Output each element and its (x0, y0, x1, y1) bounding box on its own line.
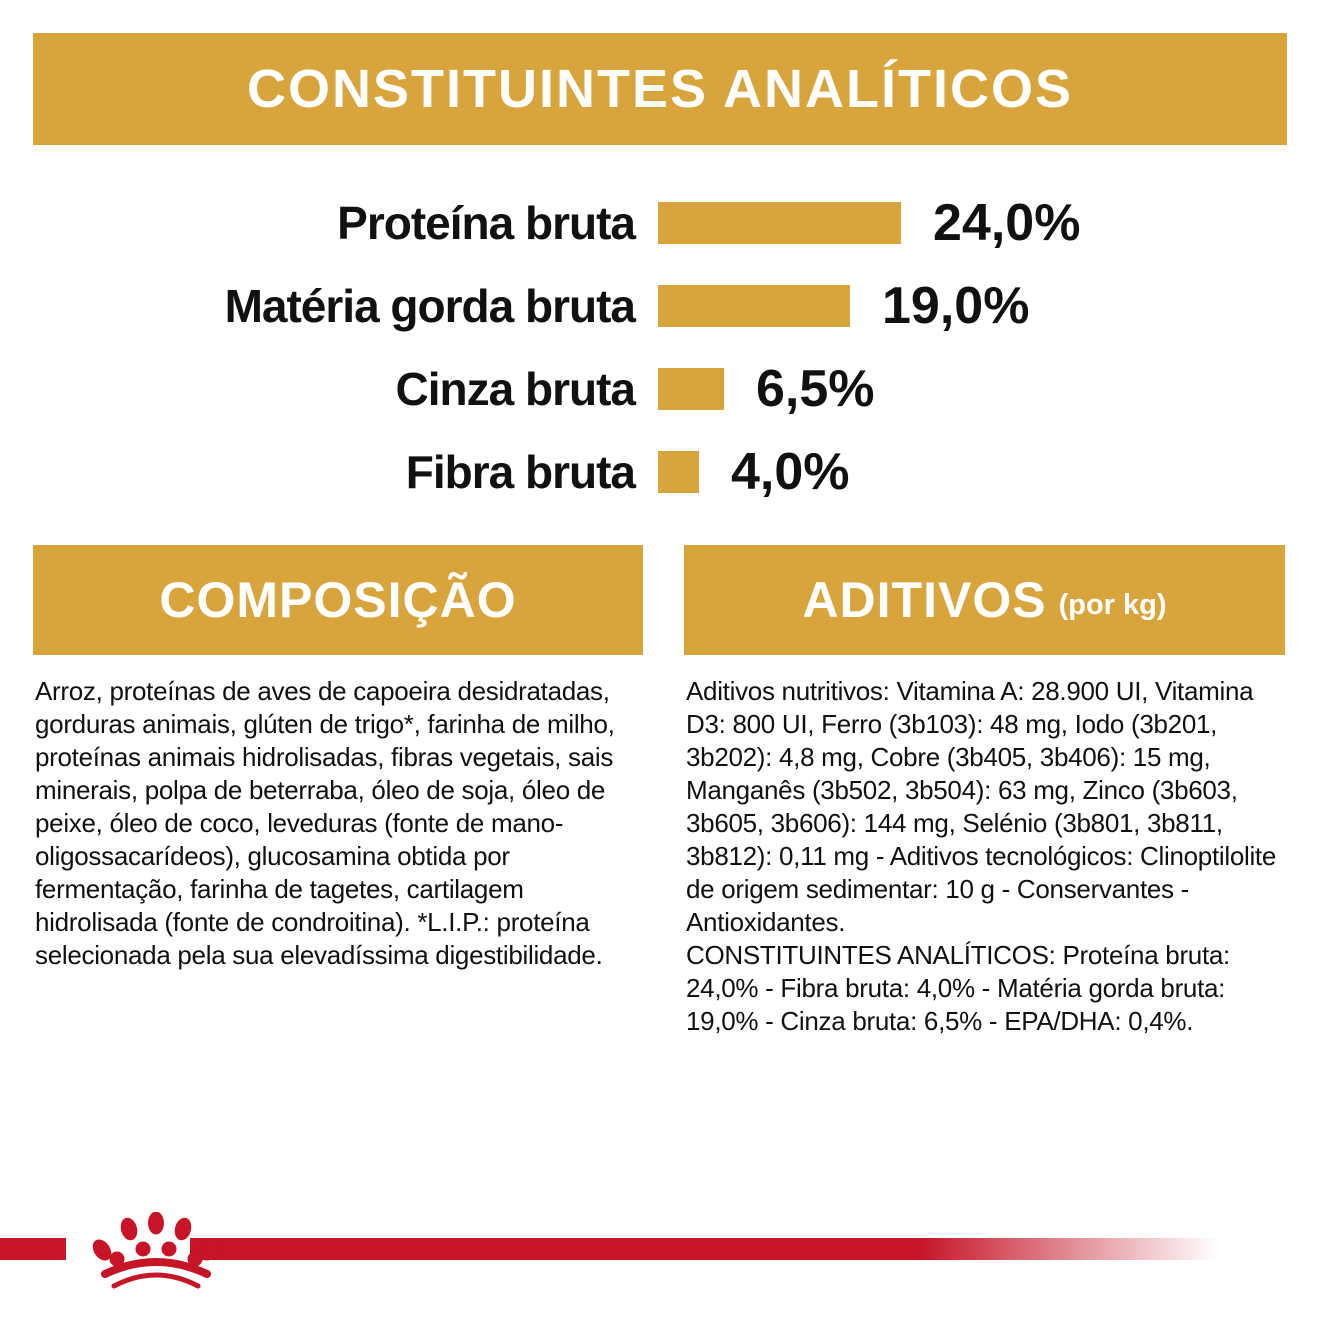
brand-stripe-left (0, 1238, 66, 1260)
bar-label: Cinza bruta (395, 362, 636, 415)
bar (658, 367, 724, 410)
analytical-constituents-chart: Proteína bruta 24,0% Matéria gorda bruta 19… (0, 181, 1320, 513)
composition-banner: COMPOSIÇÃO (33, 545, 643, 655)
bar-value: 19,0% (882, 276, 1030, 335)
bar (658, 450, 699, 493)
composition-title: COMPOSIÇÃO (159, 572, 517, 628)
bar-value: 24,0% (933, 193, 1081, 252)
composition-text: Arroz, proteínas de aves de capoeira des… (35, 676, 615, 970)
additives-section: ADITIVOS (por kg) Aditivos nutritivos: V… (684, 545, 1285, 1038)
chart-row: Proteína bruta 24,0% (0, 181, 1320, 264)
bar-label: Matéria gorda bruta (224, 279, 636, 332)
analytical-constituents-banner: CONSTITUINTES ANALÍTICOS (33, 33, 1287, 145)
additives-analytical-text: CONSTITUINTES ANALÍTICOS: Proteína bruta… (686, 940, 1230, 1036)
chart-row: Matéria gorda bruta 19,0% (0, 264, 1320, 347)
composition-section: COMPOSIÇÃO Arroz, proteínas de aves de c… (33, 545, 643, 972)
bar-label: Fibra bruta (405, 445, 636, 498)
analytical-constituents-title: CONSTITUINTES ANALÍTICOS (247, 59, 1073, 119)
bar-value: 4,0% (731, 442, 850, 501)
bar-label: Proteína bruta (337, 196, 636, 249)
additives-title: ADITIVOS (802, 572, 1047, 628)
chart-row: Cinza bruta 6,5% (0, 347, 1320, 430)
additives-banner: ADITIVOS (por kg) (684, 545, 1285, 655)
additives-text: Aditivos nutritivos: Vitamina A: 28.900 … (686, 675, 1285, 1038)
bar (658, 284, 850, 327)
brand-stripe-right (190, 1238, 1262, 1260)
chart-row: Fibra bruta 4,0% (0, 430, 1320, 513)
bar-value: 6,5% (756, 359, 875, 418)
royal-canin-crown-icon (92, 1212, 220, 1289)
bar (658, 201, 901, 244)
additives-title-suffix: (por kg) (1058, 588, 1167, 621)
additives-nutritional-text: Aditivos nutritivos: Vitamina A: 28.900 … (686, 676, 1277, 937)
